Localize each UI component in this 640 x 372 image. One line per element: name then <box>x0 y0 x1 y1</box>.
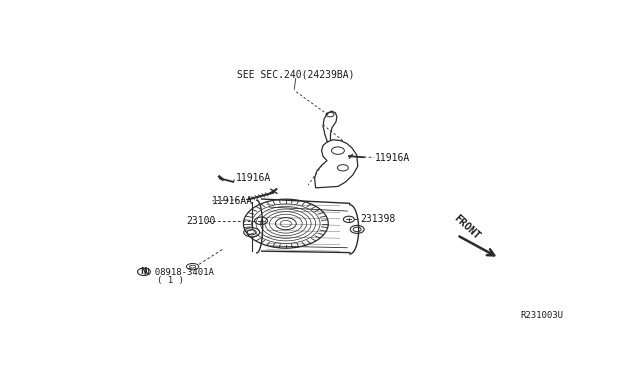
Text: 231398: 231398 <box>360 214 396 224</box>
Text: 11916AA: 11916AA <box>211 196 253 206</box>
Text: SEE SEC.240(24239BA): SEE SEC.240(24239BA) <box>237 70 355 80</box>
Text: FRONT: FRONT <box>452 213 482 241</box>
Text: 11916A: 11916A <box>375 153 410 163</box>
Text: 11916A: 11916A <box>236 173 271 183</box>
Text: ( 1 ): ( 1 ) <box>157 276 184 285</box>
Text: N: N <box>141 267 147 276</box>
Text: 23100: 23100 <box>187 216 216 226</box>
Text: R231003U: R231003U <box>520 311 564 320</box>
Text: N 08918-3401A: N 08918-3401A <box>145 268 214 277</box>
